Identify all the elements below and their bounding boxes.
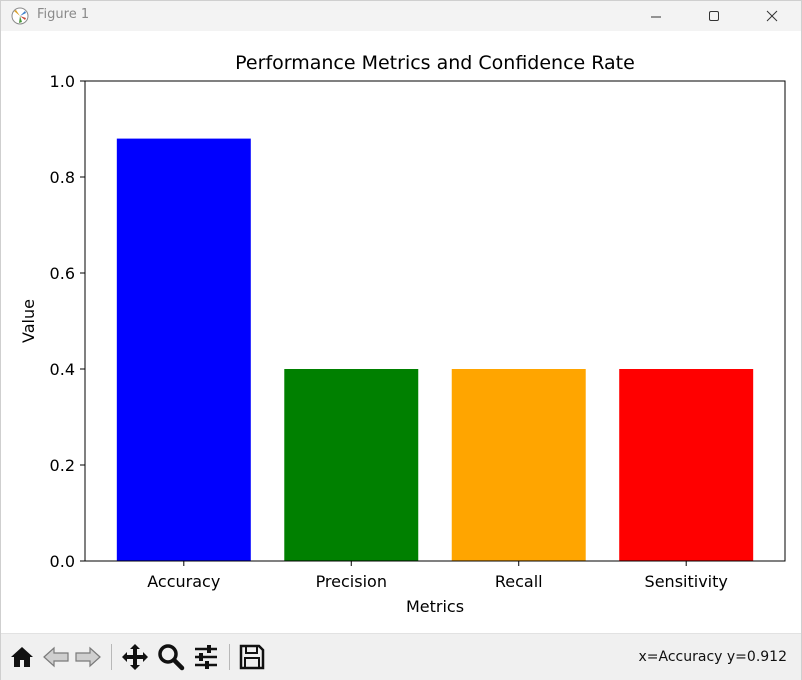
title-bar: Figure 1: [1, 1, 801, 31]
bar-accuracy: [116, 138, 251, 561]
x-tick-label: Accuracy: [147, 572, 220, 591]
y-tick-label: 0.8: [50, 168, 75, 187]
y-axis-ticks: 0.0 0.2 0.4 0.6 0.8 1.0: [50, 72, 85, 571]
x-axis-ticks: Accuracy Precision Recall Sensitivity: [147, 561, 728, 591]
y-tick-label: 0.2: [50, 456, 75, 475]
maximize-button[interactable]: [685, 1, 743, 31]
y-axis-label: Value: [19, 299, 38, 343]
zoom-icon: [158, 644, 185, 671]
bar-recall: [451, 369, 586, 561]
back-button[interactable]: [41, 642, 71, 672]
pan-button[interactable]: [120, 642, 150, 672]
maximize-icon: [709, 11, 719, 21]
x-tick-label: Sensitivity: [645, 572, 728, 591]
x-tick-label: Recall: [495, 572, 543, 591]
x-axis-label: Metrics: [406, 597, 464, 616]
home-button[interactable]: [7, 642, 37, 672]
cursor-coordinates: x=Accuracy y=0.912: [638, 649, 787, 665]
forward-icon: [75, 646, 101, 668]
close-button[interactable]: [743, 1, 801, 31]
x-tick-label: Precision: [316, 572, 387, 591]
y-tick-label: 1.0: [50, 72, 75, 91]
plot-canvas[interactable]: Performance Metrics and Confidence Rate …: [1, 31, 801, 633]
chart-title: Performance Metrics and Confidence Rate: [235, 52, 635, 74]
y-tick-label: 0.0: [50, 552, 75, 571]
bar-precision: [284, 369, 419, 561]
bar-sensitivity: [619, 369, 754, 561]
minimize-icon: [651, 16, 661, 18]
toolbar-separator: [111, 644, 112, 670]
back-icon: [43, 646, 69, 668]
save-icon: [239, 644, 265, 670]
close-icon: [766, 10, 778, 22]
forward-button[interactable]: [73, 642, 103, 672]
bar-chart: Performance Metrics and Confidence Rate …: [19, 52, 786, 616]
window-title: Figure 1: [37, 7, 90, 22]
home-icon: [11, 647, 33, 667]
axes-frame: [84, 80, 786, 562]
save-button[interactable]: [237, 642, 267, 672]
minimize-button[interactable]: [627, 1, 685, 31]
toolbar-separator: [229, 644, 230, 670]
pan-icon: [122, 644, 148, 670]
y-tick-label: 0.6: [50, 264, 75, 283]
configure-subplots-button[interactable]: [191, 642, 221, 672]
y-tick-label: 0.4: [50, 360, 75, 379]
configure-subplots-icon: [195, 645, 217, 669]
matplotlib-app-icon: [11, 7, 29, 25]
zoom-button[interactable]: [156, 642, 186, 672]
navigation-toolbar: x=Accuracy y=0.912: [1, 633, 801, 680]
bars-group: [116, 138, 754, 561]
